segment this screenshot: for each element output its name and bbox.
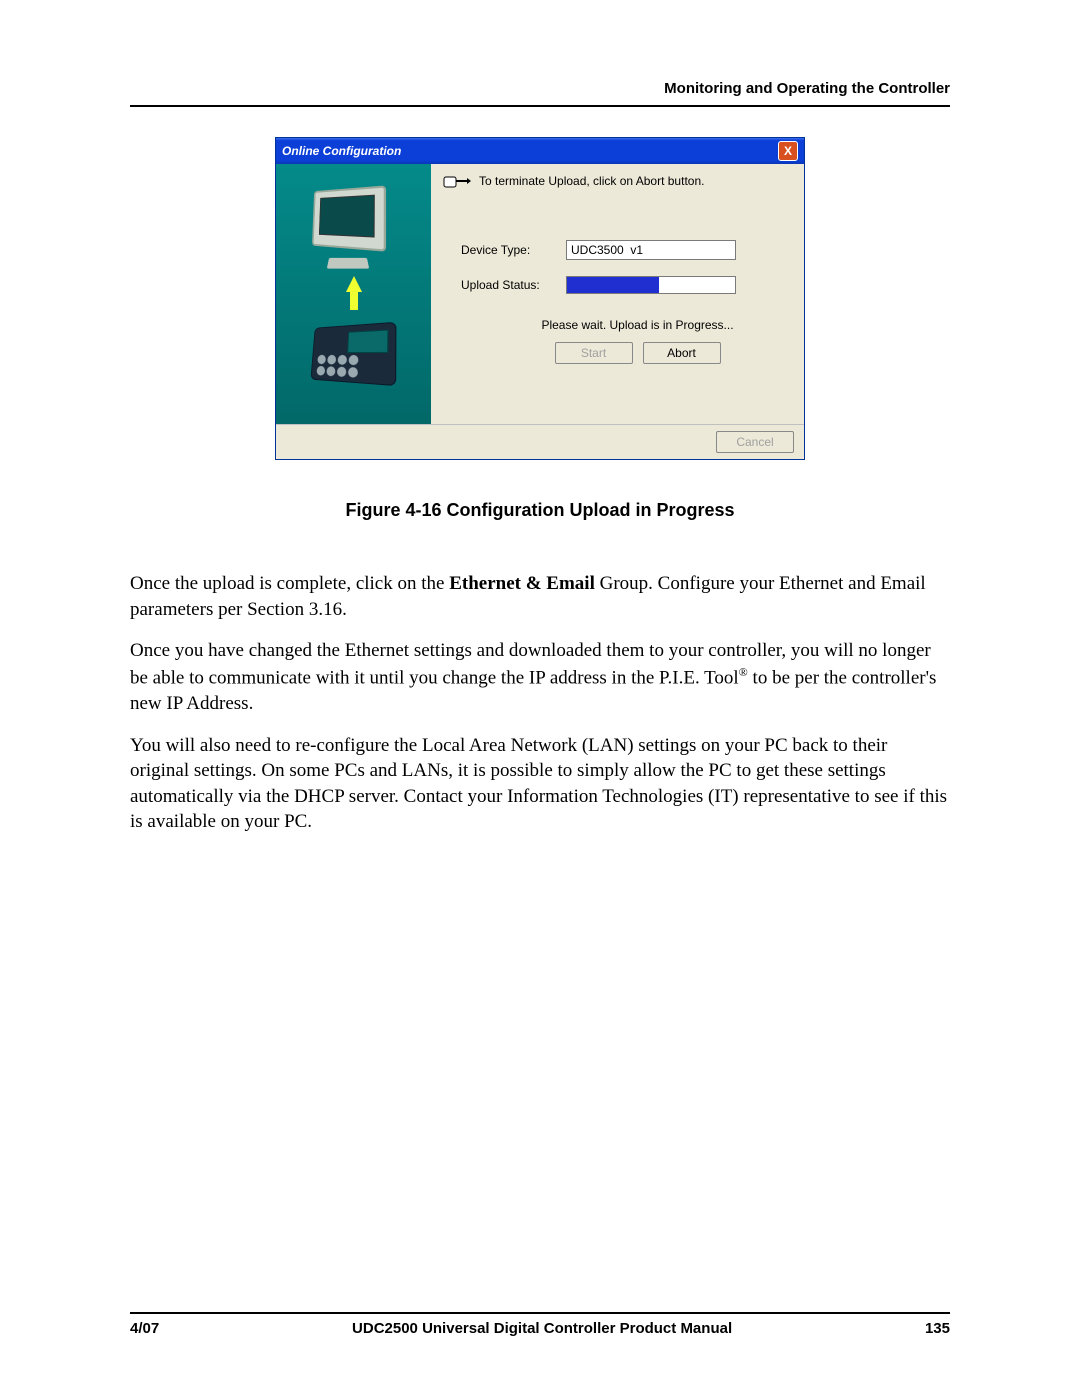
footer-divider bbox=[130, 1312, 950, 1314]
device-type-label: Device Type: bbox=[461, 243, 566, 257]
monitor-icon bbox=[308, 188, 400, 268]
dialog-body: To terminate Upload, click on Abort butt… bbox=[276, 164, 804, 425]
upload-graphic-panel bbox=[276, 164, 431, 424]
pointing-hand-icon bbox=[443, 172, 471, 190]
footer-page-number: 135 bbox=[925, 1320, 950, 1337]
upload-status-label: Upload Status: bbox=[461, 278, 566, 292]
header-section-title: Monitoring and Operating the Controller bbox=[130, 80, 950, 97]
dialog-title: Online Configuration bbox=[282, 144, 401, 158]
abort-button[interactable]: Abort bbox=[643, 342, 721, 364]
footer-date: 4/07 bbox=[130, 1320, 159, 1337]
paragraph-2: Once you have changed the Ethernet setti… bbox=[130, 638, 950, 716]
note-text: To terminate Upload, click on Abort butt… bbox=[479, 174, 704, 188]
upload-status-row: Upload Status: bbox=[443, 276, 792, 294]
dialog-footer-bar: Cancel bbox=[276, 425, 804, 459]
figure-caption: Figure 4-16 Configuration Upload in Prog… bbox=[130, 500, 950, 521]
dialog-form-panel: To terminate Upload, click on Abort butt… bbox=[431, 164, 804, 424]
cancel-button[interactable]: Cancel bbox=[716, 431, 794, 453]
page-footer: 4/07 UDC2500 Universal Digital Controlle… bbox=[130, 1320, 950, 1337]
upload-progress-fill bbox=[567, 277, 659, 293]
dialog-titlebar: Online Configuration X bbox=[276, 138, 804, 164]
paragraph-3: You will also need to re-configure the L… bbox=[130, 733, 950, 836]
header-divider bbox=[130, 105, 950, 107]
note-row: To terminate Upload, click on Abort butt… bbox=[443, 172, 792, 190]
wait-text: Please wait. Upload is in Progress... bbox=[443, 318, 792, 332]
dialog-button-row: Start Abort bbox=[443, 342, 792, 364]
dialog-screenshot: Online Configuration X bbox=[130, 137, 950, 460]
upload-progress-bar bbox=[566, 276, 736, 294]
device-type-input[interactable] bbox=[566, 240, 736, 260]
footer-manual-title: UDC2500 Universal Digital Controller Pro… bbox=[352, 1320, 732, 1337]
online-config-dialog: Online Configuration X bbox=[275, 137, 805, 460]
manual-page: Monitoring and Operating the Controller … bbox=[0, 0, 1080, 1397]
device-type-row: Device Type: bbox=[443, 240, 792, 260]
body-text: Once the upload is complete, click on th… bbox=[130, 571, 950, 851]
close-button[interactable]: X bbox=[778, 141, 798, 161]
close-icon: X bbox=[784, 144, 792, 158]
paragraph-1: Once the upload is complete, click on th… bbox=[130, 571, 950, 622]
registered-mark: ® bbox=[739, 665, 748, 679]
controller-device-icon bbox=[306, 324, 398, 392]
start-button[interactable]: Start bbox=[555, 342, 633, 364]
